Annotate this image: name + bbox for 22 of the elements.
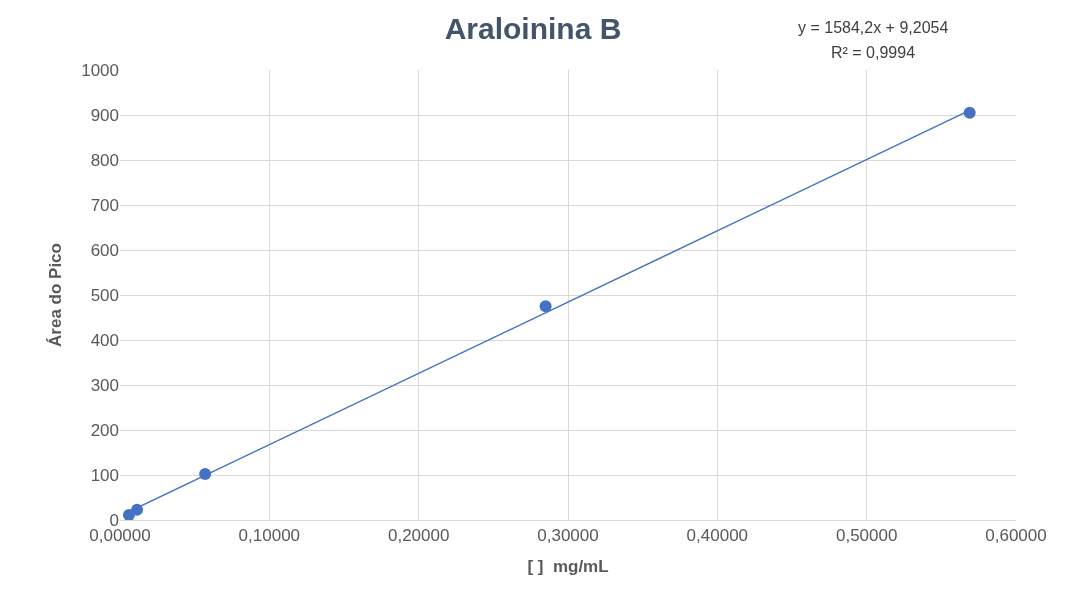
text: y = 1584,2x + 9,2054 xyxy=(798,19,949,36)
y-tick-label: 800 xyxy=(90,150,119,170)
y-tick-label: 200 xyxy=(90,420,119,440)
chart-title: Araloinina B xyxy=(444,12,622,46)
x-tick-label: 0,10000 xyxy=(238,526,301,546)
y-tick-label: 600 xyxy=(90,240,119,260)
y-axis-title: Área do Pico xyxy=(45,243,65,347)
y-tick-label: 400 xyxy=(90,330,119,350)
y-tick-label: 100 xyxy=(90,465,119,485)
y-tick-label: 700 xyxy=(90,195,119,215)
x-axis-title: [ ] mg/mL xyxy=(527,556,609,576)
x-tick-label: 0,20000 xyxy=(387,526,450,546)
y-tick-label: 500 xyxy=(90,285,119,305)
x-tick-label: 0,60000 xyxy=(985,526,1047,546)
y-tick-label: 300 xyxy=(90,375,119,395)
text: R² = 0,9994 xyxy=(831,44,916,61)
x-tick-label: 0,40000 xyxy=(686,526,749,546)
x-tick-label: 0,30000 xyxy=(537,526,599,546)
y-tick-label: 900 xyxy=(90,105,119,125)
point xyxy=(539,300,552,313)
x-tick-label: 0,50000 xyxy=(835,526,898,546)
y-tick-label: 1000 xyxy=(81,60,119,80)
